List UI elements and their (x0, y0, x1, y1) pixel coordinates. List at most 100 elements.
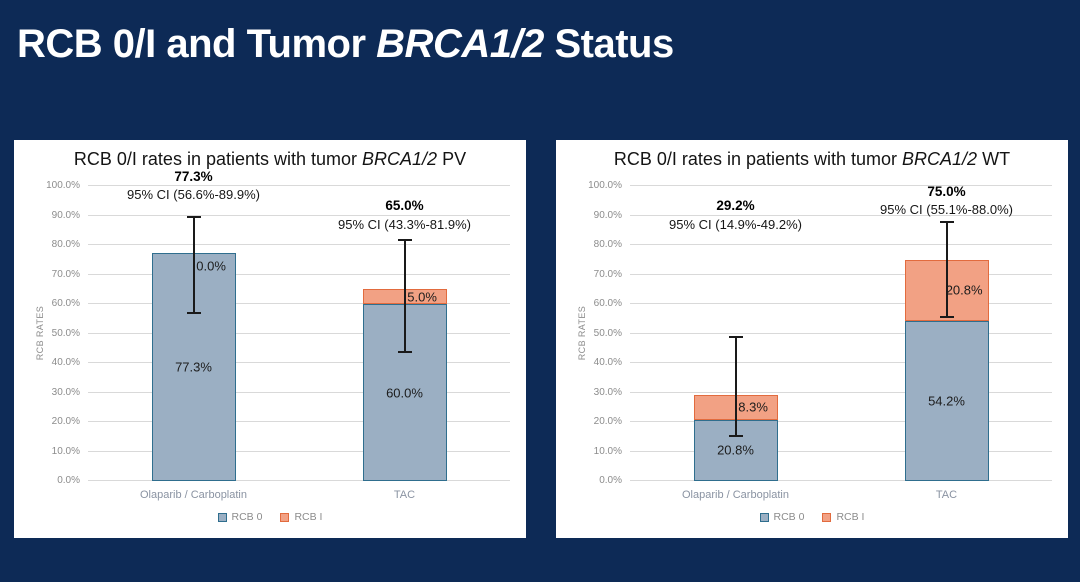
gridline (630, 214, 1052, 216)
legend-label: RCB 0 (773, 511, 805, 523)
y-tick-label: 60.0% (51, 298, 80, 309)
chart-title-suffix: PV (437, 149, 467, 169)
error-bar-cap-top (728, 335, 743, 338)
y-tick-label: 100.0% (588, 180, 622, 191)
bar-segment-label: 0.0% (196, 258, 226, 274)
bar-annotation: 77.3% 95% CI (56.6%-89.9%) (127, 168, 260, 204)
gridline (88, 185, 510, 186)
y-tick-label: 40.0% (51, 357, 80, 368)
y-tick-label: 30.0% (51, 386, 80, 398)
bar-total-label: 77.3% (174, 168, 213, 184)
bar-ci-label: 95% CI (55.1%-88.0%) (880, 201, 1013, 217)
legend-swatch-rcb0-icon (217, 512, 227, 522)
y-tick-label: 50.0% (51, 327, 80, 339)
error-bar-line (945, 221, 948, 319)
chart-title-wt: RCB 0/I rates in patients with tumor BRC… (556, 149, 1068, 170)
x-axis-labels: Olaparib / Carboplatin TAC (88, 489, 510, 501)
legend-item-rcb1: RCB I (822, 511, 864, 523)
chart-title-suffix: WT (977, 149, 1011, 169)
y-tick-label: 90.0% (593, 209, 622, 221)
y-tick-label: 100.0% (46, 180, 80, 191)
gridline (630, 480, 1052, 481)
gridline (630, 421, 1052, 422)
error-bar (397, 239, 413, 354)
bar-annotation: 29.2% 95% CI (14.9%-49.2%) (669, 197, 802, 233)
bar-ci-label: 95% CI (56.6%-89.9%) (127, 187, 260, 203)
bar-ci-label: 95% CI (14.9%-49.2%) (669, 216, 802, 232)
legend-item-rcb1: RCB I (280, 511, 322, 523)
chart-panel-brca-wt: RCB 0/I rates in patients with tumor BRC… (556, 140, 1068, 538)
y-tick-label: 80.0% (593, 239, 622, 250)
bar-segment-label: 8.3% (738, 399, 768, 415)
plot-area: 20.8% 8.3% 29.2% 95% CI (14.9%-49.2%) 54.2% 2… (630, 183, 1052, 481)
y-tick-label: 90.0% (51, 209, 80, 221)
error-bar (939, 221, 955, 319)
gridline (88, 421, 510, 422)
legend-item-rcb0: RCB 0 (759, 511, 805, 523)
legend-swatch-rcb1-icon (822, 512, 832, 522)
slide-title: RCB 0/I and Tumor BRCA1/2 Status (17, 22, 674, 67)
legend-label: RCB 0 (231, 511, 263, 523)
gridline (88, 303, 510, 304)
chart-title-prefix: RCB 0/I rates in patients with tumor (73, 149, 363, 169)
chart-title-pv: RCB 0/I rates in patients with tumor BRC… (14, 149, 526, 170)
bar-segment-label: 60.0% (386, 385, 423, 400)
gridline (88, 214, 510, 216)
error-bar-cap-bottom (186, 312, 201, 315)
y-tick-label: 20.0% (51, 416, 80, 427)
y-tick-label: 70.0% (593, 268, 622, 280)
gridline (630, 244, 1052, 245)
x-axis-labels: Olaparib / Carboplatin TAC (630, 489, 1052, 501)
bar-segment-label: 20.8% (717, 442, 754, 458)
chart-legend: RCB 0 RCB I (556, 511, 1068, 523)
y-tick-label: 70.0% (51, 268, 80, 280)
y-tick-label: 80.0% (51, 239, 80, 250)
legend-swatch-rcb1-icon (280, 512, 290, 522)
bar-total-label: 75.0% (927, 183, 966, 199)
y-tick-label: 10.0% (593, 445, 622, 457)
legend-label: RCB I (294, 511, 323, 523)
legend-label: RCB I (836, 511, 865, 523)
error-bar-line (192, 215, 195, 315)
slide-title-gene: BRCA1/2 (376, 22, 544, 66)
gridline (630, 273, 1052, 275)
bar-segment-label: 5.0% (407, 289, 437, 305)
y-tick-label: 40.0% (593, 357, 622, 368)
category-label: Olaparib / Carboplatin (139, 489, 247, 501)
gridline (88, 450, 510, 452)
slide-title-prefix: RCB 0/I and Tumor (17, 22, 377, 66)
gridline (630, 332, 1052, 334)
error-bar-cap-top (186, 215, 201, 218)
error-bar (186, 215, 202, 315)
y-tick-label: 0.0% (599, 475, 622, 486)
gridline (88, 391, 510, 393)
error-bar-cap-bottom (728, 435, 743, 438)
bar-total-label: 29.2% (716, 198, 755, 214)
gridline (88, 362, 510, 363)
error-bar-cap-bottom (939, 316, 954, 319)
error-bar-line (734, 335, 737, 438)
bar-segment-rcb0 (904, 321, 989, 481)
y-tick-label: 20.0% (593, 416, 622, 427)
bar-annotation: 75.0% 95% CI (55.1%-88.0%) (880, 183, 1013, 219)
chart-panel-brca-pv: RCB 0/I rates in patients with tumor BRC… (14, 140, 526, 538)
bar-annotation: 65.0% 95% CI (43.3%-81.9%) (338, 197, 471, 233)
bar-segment-label: 54.2% (928, 393, 965, 409)
y-tick-label: 30.0% (593, 386, 622, 398)
slide-title-suffix: Status (543, 22, 674, 66)
category-label: TAC (393, 489, 416, 501)
bar-total-label: 65.0% (385, 198, 424, 214)
chart-title-gene: BRCA1/2 (362, 149, 438, 169)
chart-title-prefix: RCB 0/I rates in patients with tumor (613, 149, 903, 169)
legend-item-rcb0: RCB 0 (217, 511, 263, 523)
gridline (630, 450, 1052, 452)
y-tick-label: 50.0% (593, 327, 622, 339)
chart-title-gene: BRCA1/2 (902, 149, 978, 169)
gridline (88, 244, 510, 245)
gridline (630, 185, 1052, 186)
gridline (630, 362, 1052, 363)
y-tick-label: 60.0% (593, 298, 622, 309)
error-bar (728, 335, 744, 438)
gridline (88, 480, 510, 481)
plot-area: 77.3% 0.0% 77.3% 95% CI (56.6%-89.9%) 60.0% 5… (88, 169, 510, 481)
